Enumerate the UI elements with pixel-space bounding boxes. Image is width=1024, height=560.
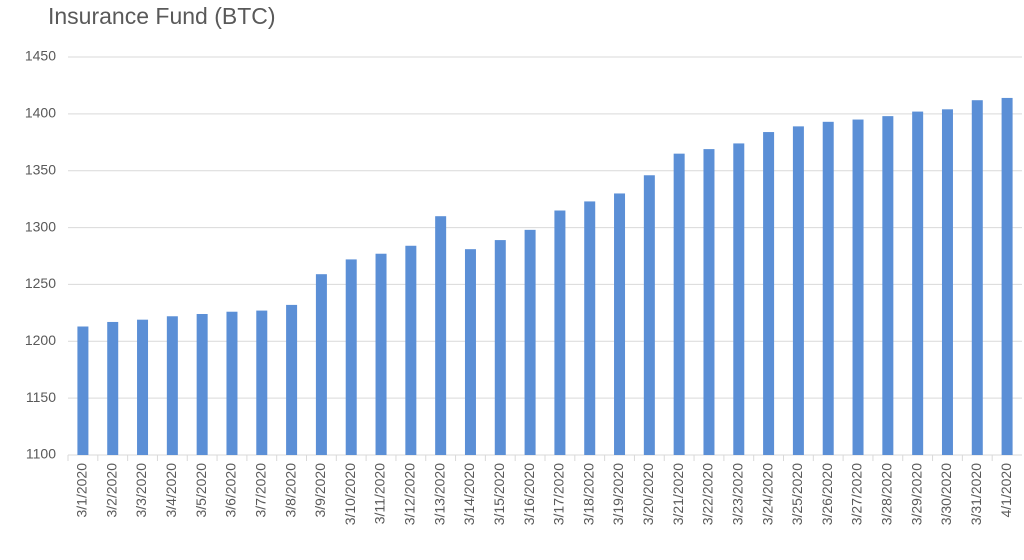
x-tick-label: 3/5/2020	[193, 463, 209, 518]
x-tick-label: 3/20/2020	[640, 463, 656, 525]
bar	[822, 121, 834, 456]
bar	[763, 132, 775, 455]
x-tick-label: 3/17/2020	[551, 463, 567, 525]
bar	[733, 143, 745, 455]
x-tick-label: 3/16/2020	[521, 463, 537, 525]
x-tick-label: 3/18/2020	[580, 463, 596, 525]
y-tick-label: 1250	[25, 275, 56, 291]
y-tick-label: 1350	[25, 161, 56, 177]
bar	[345, 259, 357, 455]
y-tick-label: 1150	[26, 389, 56, 405]
bar	[614, 193, 626, 455]
x-tick-label: 3/11/2020	[372, 463, 388, 524]
x-tick-label: 4/1/2020	[998, 463, 1014, 518]
x-tick-label: 3/8/2020	[282, 463, 298, 518]
x-tick-label: 3/21/2020	[670, 463, 686, 525]
x-tick-label: 3/15/2020	[491, 463, 507, 525]
bar	[673, 153, 685, 455]
x-tick-label: 3/2/2020	[103, 463, 119, 518]
x-tick-label: 3/4/2020	[163, 463, 179, 518]
bar	[286, 304, 298, 455]
y-tick-label: 1300	[25, 218, 56, 234]
x-tick-label: 3/22/2020	[700, 463, 716, 525]
y-tick-label: 1450	[25, 48, 56, 64]
bar	[77, 326, 89, 455]
bar	[375, 253, 387, 455]
bar	[405, 245, 417, 455]
bar	[584, 201, 596, 455]
x-tick-label: 3/10/2020	[342, 463, 358, 525]
bar	[524, 229, 536, 455]
bar	[226, 311, 238, 455]
chart-title: Insurance Fund (BTC)	[48, 3, 276, 29]
bar	[315, 274, 327, 455]
bar	[882, 116, 894, 455]
x-tick-label: 3/26/2020	[819, 463, 835, 525]
y-tick-label: 1100	[26, 446, 56, 462]
bar	[912, 111, 924, 455]
bar	[256, 310, 268, 455]
bar	[1001, 97, 1013, 456]
bar	[852, 119, 864, 456]
x-tick-label: 3/19/2020	[610, 463, 626, 525]
bar	[941, 109, 953, 456]
bar	[166, 316, 178, 455]
bar	[137, 319, 149, 455]
x-tick-label: 3/12/2020	[402, 463, 418, 525]
x-tick-label: 3/30/2020	[938, 463, 954, 525]
x-tick-label: 3/3/2020	[133, 463, 149, 518]
y-tick-label: 1200	[25, 332, 56, 348]
y-tick-label: 1400	[25, 105, 56, 121]
bar	[643, 175, 655, 455]
x-tick-label: 3/6/2020	[223, 463, 239, 518]
x-tick-label: 3/24/2020	[759, 463, 775, 525]
x-tick-label: 3/29/2020	[908, 463, 924, 525]
x-tick-label: 3/1/2020	[74, 463, 90, 518]
bar	[703, 149, 715, 455]
bar	[435, 216, 447, 455]
bar	[196, 313, 208, 455]
x-tick-label: 3/23/2020	[729, 463, 745, 525]
x-tick-label: 3/27/2020	[849, 463, 865, 525]
x-tick-label: 3/31/2020	[968, 463, 984, 525]
x-tick-label: 3/14/2020	[461, 463, 477, 525]
x-tick-label: 3/28/2020	[879, 463, 895, 525]
x-tick-label: 3/9/2020	[312, 463, 328, 518]
bar	[464, 249, 476, 455]
bar	[792, 126, 804, 455]
x-tick-label: 3/7/2020	[252, 463, 268, 518]
x-tick-label: 3/13/2020	[431, 463, 447, 525]
bar	[494, 240, 506, 455]
bar	[554, 210, 566, 455]
bar	[107, 321, 119, 455]
x-tick-label: 3/25/2020	[789, 463, 805, 525]
bar	[971, 100, 983, 455]
